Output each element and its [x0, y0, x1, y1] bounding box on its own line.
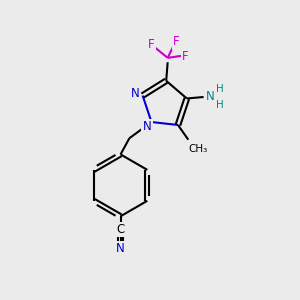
- Text: H: H: [216, 84, 224, 94]
- Text: N: N: [206, 91, 215, 103]
- Text: N: N: [143, 120, 152, 133]
- Text: C: C: [116, 223, 125, 236]
- Text: N: N: [131, 87, 140, 100]
- Text: H: H: [216, 100, 224, 110]
- Text: CH₃: CH₃: [189, 144, 208, 154]
- Text: F: F: [148, 38, 155, 51]
- Text: N: N: [116, 242, 125, 255]
- Text: F: F: [173, 35, 180, 48]
- Text: F: F: [182, 50, 189, 63]
